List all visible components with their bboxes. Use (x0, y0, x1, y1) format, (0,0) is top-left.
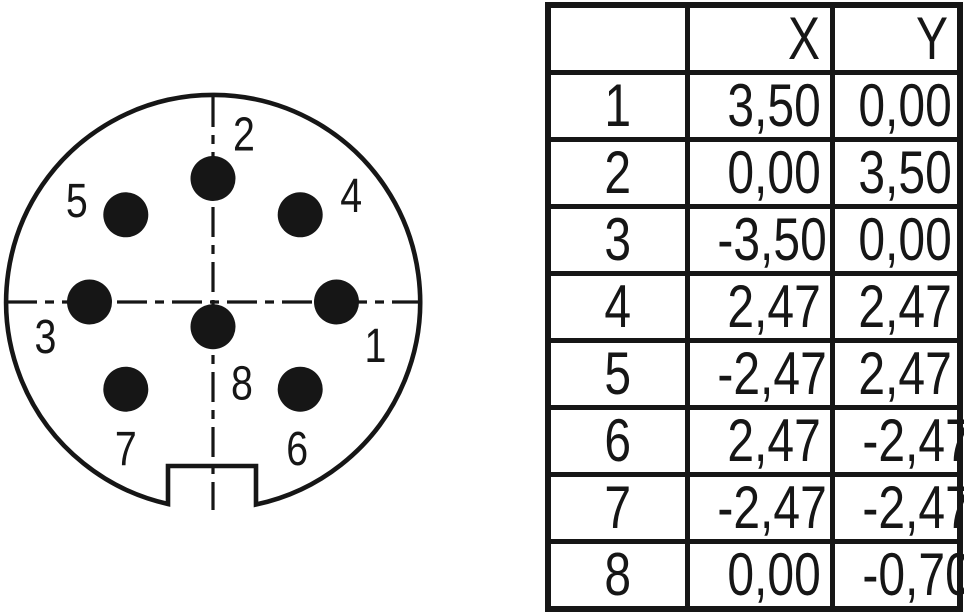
pin-number-cell-text: 8 (604, 541, 632, 608)
y-value-cell-text: 0,00 (857, 206, 952, 273)
pin-number-cell-text: 6 (604, 407, 632, 474)
y-value-cell: 2,47 (829, 338, 963, 410)
pin-contacts-group: 1 2 3 4 5 6 7 8 (35, 108, 387, 476)
pin-7-contact (103, 366, 149, 412)
x-value-cell: 0,00 (684, 137, 835, 209)
x-value-cell-text: -2,47 (716, 474, 827, 541)
header-x: X (684, 2, 835, 75)
pin-4-label: 4 (340, 169, 362, 223)
pin-number-cell: 6 (545, 405, 690, 477)
x-value-cell: 3,50 (684, 70, 835, 142)
table-row: 5 -2,47 2,47 (545, 338, 963, 410)
pin-5-contact (103, 192, 149, 238)
pin-number-cell-text: 1 (604, 72, 632, 139)
pin-2-label: 2 (233, 108, 255, 162)
table-row: 7 -2,47 -2,47 (545, 472, 964, 544)
pin-coordinate-table: X Y 1 3,50 0,00 2 0,00 3,50 3 -3,50 0,00 4 2,47 2,4… (545, 2, 964, 612)
x-value-cell: -2,47 (684, 338, 835, 410)
header-empty-cell (545, 2, 690, 75)
pin-number-cell: 1 (545, 70, 690, 142)
y-value-cell: -2,47 (829, 472, 964, 544)
pin-number-cell-text: 7 (604, 474, 632, 541)
x-value-cell-text: 3,50 (727, 72, 821, 139)
x-value-cell: 2,47 (684, 405, 835, 477)
x-value-cell: -3,50 (684, 204, 835, 276)
table-row: 4 2,47 2,47 (545, 271, 963, 343)
pin-6-contact (277, 366, 323, 412)
pin-number-cell: 7 (545, 472, 690, 544)
table-row: 2 0,00 3,50 (545, 137, 963, 209)
y-value-cell: 0,00 (829, 70, 963, 142)
pin-number-cell-text: 2 (604, 139, 632, 206)
pin-4-contact (277, 192, 323, 238)
pin-5-label: 5 (66, 174, 88, 228)
y-value-cell-text: -2,47 (861, 474, 964, 541)
pin-number-cell-text: 3 (604, 206, 632, 273)
housing-outline-with-keyway (3, 92, 423, 508)
x-value-cell-text: 2,47 (727, 407, 821, 474)
y-value-cell: 0,00 (829, 204, 963, 276)
x-value-cell: 0,00 (684, 539, 835, 612)
pin-8-label: 8 (231, 357, 253, 411)
table-row: 8 0,00 -0,70 (545, 539, 964, 612)
y-value-cell: 3,50 (829, 137, 963, 209)
y-value-cell-text: 2,47 (857, 273, 952, 340)
pin-number-cell: 2 (545, 137, 690, 209)
table-row: 6 2,47 -2,47 (545, 405, 964, 477)
pin-7-label: 7 (115, 423, 137, 477)
pin-number-cell: 8 (545, 539, 690, 612)
y-value-cell-text: 2,47 (857, 340, 952, 407)
pin-number-cell: 4 (545, 271, 690, 343)
x-value-cell-text: 0,00 (727, 139, 821, 206)
y-value-cell-text: 3,50 (857, 139, 952, 206)
x-value-cell: 2,47 (684, 271, 835, 343)
header-y-text: Y (915, 5, 948, 72)
x-value-cell-text: -2,47 (716, 340, 827, 407)
x-value-cell-text: 2,47 (727, 273, 821, 340)
table-row: 3 -3,50 0,00 (545, 204, 963, 276)
table-header-row: X Y (545, 2, 963, 75)
pin-number-cell-text: 4 (604, 273, 632, 340)
pin-2-contact (190, 156, 236, 201)
header-y: Y (829, 2, 963, 75)
pin-3-contact (67, 279, 112, 325)
pin-number-cell: 3 (545, 204, 690, 276)
y-value-cell-text: -2,47 (861, 407, 964, 474)
pin-number-cell: 5 (545, 338, 690, 410)
pin-8-contact (190, 304, 236, 350)
y-value-cell-text: 0,00 (857, 72, 952, 139)
pin-3-label: 3 (35, 310, 57, 364)
pin-6-label: 6 (286, 423, 308, 477)
y-value-cell: 2,47 (829, 271, 963, 343)
x-value-cell-text: 0,00 (727, 541, 821, 608)
header-x-text: X (788, 5, 821, 72)
x-value-cell: -2,47 (684, 472, 835, 544)
connector-front-view-diagram: 1 2 3 4 5 6 7 8 (3, 92, 423, 510)
table-row: 1 3,50 0,00 (545, 70, 963, 142)
pin-number-cell-text: 5 (604, 340, 632, 407)
y-value-cell-text: -0,70 (861, 541, 964, 608)
y-value-cell: -0,70 (829, 539, 964, 612)
pin-1-contact (314, 279, 359, 325)
pin-1-label: 1 (365, 319, 387, 373)
x-value-cell-text: -3,50 (716, 206, 827, 273)
y-value-cell: -2,47 (829, 405, 964, 477)
